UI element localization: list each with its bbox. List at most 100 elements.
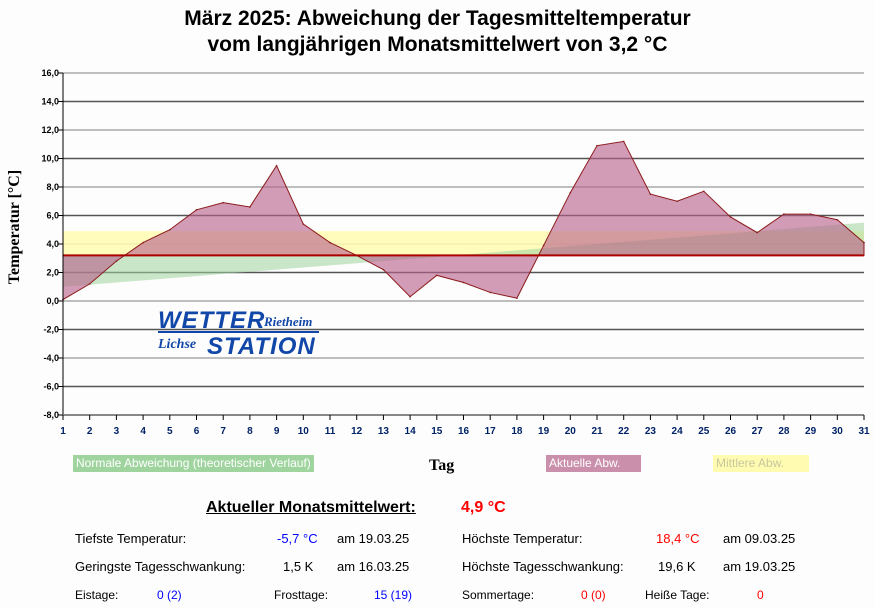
x-tick-label: 2 xyxy=(87,426,93,437)
logo: WETTER Rietheim Lichse STATION xyxy=(157,307,319,360)
x-tick-label: 10 xyxy=(298,426,310,437)
summer-days-value: 0 (0) xyxy=(581,588,606,602)
actual-data-point xyxy=(436,274,438,277)
x-tick-label: 15 xyxy=(431,426,443,437)
y-tick-label: 2,0 xyxy=(46,268,59,278)
x-tick-label: 28 xyxy=(778,426,790,437)
x-tick-label: 26 xyxy=(725,426,737,437)
min-temp-date: am 19.03.25 xyxy=(337,531,410,546)
ice-days-label: Eistage: xyxy=(75,588,119,602)
x-tick-label: 4 xyxy=(140,426,146,437)
actual-data-point xyxy=(88,283,91,285)
y-tick-label: 8,0 xyxy=(46,182,59,192)
ice-days-value: 0 (2) xyxy=(157,588,182,602)
legend-normal: Normale Abweichung (theoretischer Verlau… xyxy=(73,455,314,472)
chart-svg: WETTER Rietheim Lichse STATION 16,0 1 4,0 1… xyxy=(6,68,870,437)
max-range-label: Höchste Tagesschwankung: xyxy=(462,559,624,574)
x-tick-label: 9 xyxy=(274,426,280,437)
max-temp-date: am 09.03.25 xyxy=(723,531,796,546)
logo-lichse: Lichse xyxy=(157,337,196,352)
actual-data-point xyxy=(836,218,839,221)
monthly-mean-value: 4,9 °C xyxy=(461,499,506,516)
max-temp-value: 18,4 °C xyxy=(656,531,700,546)
actual-data-point xyxy=(382,268,385,271)
x-tick-label: 11 xyxy=(325,426,336,437)
actual-data-point xyxy=(169,228,171,231)
actual-data-point xyxy=(516,297,518,299)
min-temp-value: -5,7 °C xyxy=(277,531,318,546)
x-tick-label: 25 xyxy=(698,426,710,437)
logo-wetter: WETTER xyxy=(158,307,265,334)
min-range-date: am 16.03.25 xyxy=(337,559,410,574)
y-tick-label: -8,0 xyxy=(43,410,59,420)
y-tick-label: 0,0 xyxy=(46,296,59,306)
min-range-value: 1,5 K xyxy=(283,559,314,574)
max-range-value: 19,6 K xyxy=(658,559,696,574)
x-tick-label: 13 xyxy=(378,426,390,437)
frost-days-value: 15 (19) xyxy=(374,588,413,602)
y-tick-label: 16,0 xyxy=(41,68,59,78)
x-tick-label: 14 xyxy=(405,426,417,437)
actual-data-point xyxy=(329,241,331,244)
x-tick-label: 30 xyxy=(832,426,844,437)
x-tick-label: 5 xyxy=(167,426,173,437)
hot-days-value: 0 xyxy=(757,588,764,602)
hot-days-label: Heiße Tage: xyxy=(645,588,710,602)
x-tick-label: 3 xyxy=(114,426,120,437)
actual-data-point xyxy=(756,231,758,234)
actual-data-point xyxy=(142,241,144,244)
chart-title-line2: vom langjährigen Monatsmittelwert von 3,… xyxy=(207,33,668,56)
x-tick-label: 24 xyxy=(672,426,684,437)
x-tick-label: 12 xyxy=(351,426,363,437)
summer-days-label: Sommertage: xyxy=(462,588,535,602)
y-axis-label: Temperatur [°C] xyxy=(6,170,23,284)
actual-data-point xyxy=(409,295,411,298)
actual-data-point xyxy=(462,281,465,284)
actual-deviation-area xyxy=(62,140,865,301)
actual-data-point xyxy=(863,241,865,244)
legend-mean: Mittlere Abw. xyxy=(713,455,809,472)
actual-data-point xyxy=(195,209,198,211)
x-tick-label: 21 xyxy=(591,426,603,437)
actual-data-point xyxy=(729,216,732,218)
actual-data-point xyxy=(275,164,278,167)
actual-data-point xyxy=(596,144,598,147)
logo-rule xyxy=(158,331,319,333)
x-tick-label: 27 xyxy=(752,426,764,437)
actual-data-point xyxy=(703,190,705,193)
x-tick-label: 18 xyxy=(511,426,523,437)
x-tick-label: 31 xyxy=(858,426,870,437)
actual-data-point xyxy=(115,260,118,262)
y-tick-label: -4,0 xyxy=(43,353,59,363)
y-tick-label: 4,0 xyxy=(46,239,59,249)
x-tick-label: 17 xyxy=(485,426,497,437)
x-tick-label: 8 xyxy=(247,426,253,437)
chart-title-line1: März 2025: Abweichung der Tagesmitteltem… xyxy=(184,7,691,30)
x-tick-label: 29 xyxy=(805,426,817,437)
min-temp-label: Tiefste Temperatur: xyxy=(75,531,187,546)
actual-data-point xyxy=(222,201,224,204)
y-tick-label: 10,0 xyxy=(41,154,59,164)
actual-data-point xyxy=(542,244,545,247)
x-tick-label: 7 xyxy=(220,426,226,437)
actual-data-point xyxy=(783,213,785,215)
actual-data-point xyxy=(302,223,305,225)
x-tick-label: 23 xyxy=(645,426,657,437)
max-range-date: am 19.03.25 xyxy=(723,559,796,574)
actual-data-point xyxy=(649,193,652,195)
x-tick-label: 19 xyxy=(538,426,550,437)
x-axis-label: Tag xyxy=(429,457,455,474)
logo-rietheim: Rietheim xyxy=(263,314,312,329)
actual-data-point xyxy=(809,213,812,215)
monthly-mean-label: Aktueller Monatsmittelwert: xyxy=(206,499,416,516)
x-tick-label: 1 xyxy=(60,426,66,437)
y-tick-label: 6,0 xyxy=(46,211,59,221)
frost-days-label: Frosttage: xyxy=(274,588,329,602)
logo-station: STATION xyxy=(207,333,316,360)
min-range-label: Geringste Tagesschwankung: xyxy=(75,559,246,574)
y-tick-label: 12,0 xyxy=(41,125,59,135)
actual-data-point xyxy=(676,200,678,203)
actual-data-point xyxy=(622,140,625,143)
y-tick-label: -6,0 xyxy=(43,382,59,392)
